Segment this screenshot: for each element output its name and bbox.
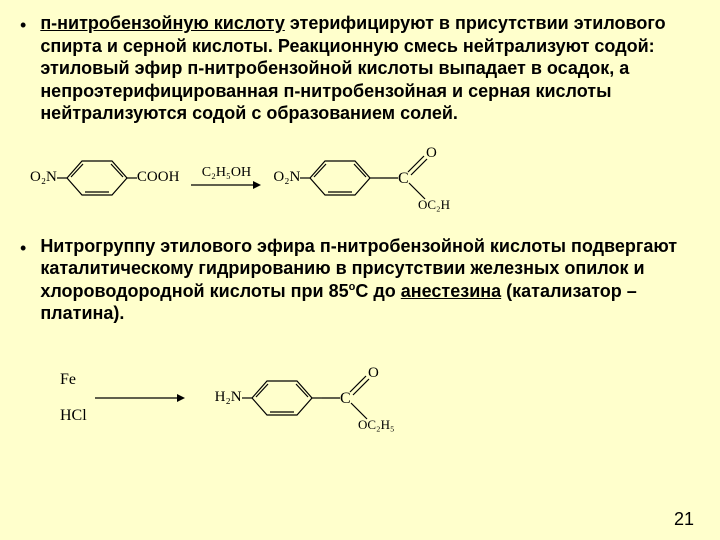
para2-text: Нитрогруппу этилового эфира п-нитробензо… [40, 235, 700, 325]
benzene-ring-1 [57, 153, 137, 203]
oc2h-label: OC₂H [418, 197, 450, 212]
ester-group-2: C O OC₂H₅ [322, 363, 402, 433]
para1-text: п-нитробензойную кислоту этерифицируют в… [40, 12, 700, 125]
ester-group-1: C O OC₂H [380, 143, 450, 213]
arrow-svg-1 [191, 179, 261, 191]
hcl-label: HCl [60, 407, 87, 425]
oc2h5-label: OC₂H₅ [358, 417, 395, 432]
reaction-1: O₂N COOH C₂H₅OH O₂N [30, 133, 700, 223]
bullet-2: • [20, 237, 26, 260]
page-number: 21 [674, 509, 694, 530]
svg-text:C: C [398, 170, 409, 187]
paragraph-1: • п-нитробензойную кислоту этерифицируют… [20, 12, 700, 125]
arrow-svg-2 [95, 392, 185, 404]
benzene-ring-2 [300, 153, 380, 203]
fe-label: Fe [60, 371, 87, 389]
para1-lead: п-нитробензойную кислоту [40, 13, 285, 33]
bullet-1: • [20, 14, 26, 37]
product-o2n-label: O₂N [273, 169, 300, 186]
benzene-ring-3 [242, 373, 322, 423]
reaction-2: Fe HCl H₂N C O OC₂H₅ [60, 353, 700, 443]
arrow-1: C₂H₅OH [191, 165, 261, 191]
para2-anest: анестезина [401, 281, 501, 301]
cooh-label: COOH [137, 169, 180, 186]
reagents: Fe HCl [60, 371, 87, 425]
o-label-1: O [426, 145, 437, 161]
o-label-2: O [368, 365, 379, 381]
reactant-o2n-label: O₂N [30, 169, 57, 186]
para2-t2: С до [355, 281, 400, 301]
svg-text:C: C [340, 390, 351, 407]
paragraph-2: • Нитрогруппу этилового эфира п-нитробен… [20, 235, 700, 325]
h2n-label: H₂N [215, 389, 242, 406]
